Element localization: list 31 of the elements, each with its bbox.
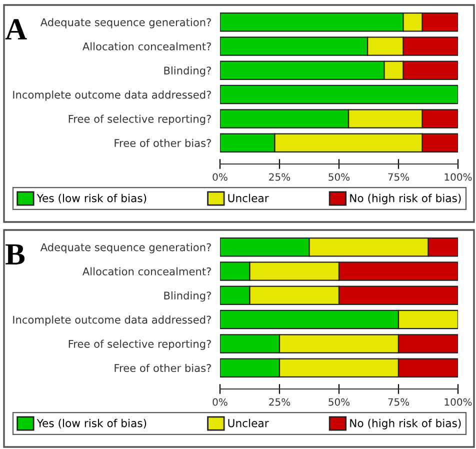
x-tick-label: 0% (212, 173, 228, 181)
y-tick-label: Blinding? (164, 66, 211, 77)
bar (220, 84, 458, 104)
legend-label: Yes (low risk of bias) (36, 418, 146, 429)
x-tick-label: 50% (328, 173, 350, 181)
x-tick-label: 75% (388, 173, 410, 181)
legend-label: Unclear (228, 418, 269, 428)
y-tick-label: Blinding? (164, 291, 211, 302)
x-tick-label: 25% (269, 398, 290, 406)
x-tick-label: 75% (388, 398, 410, 406)
y-tick-label: Adequate sequence generation? (40, 243, 211, 254)
x-tick-label: 50% (328, 398, 350, 406)
legend-label: No (high risk of bias) (350, 194, 461, 204)
y-tick-label: Allocation concealment? (82, 42, 211, 50)
y-tick-label: Free of other bias? (114, 364, 211, 372)
chart-title: A (5, 19, 27, 40)
legend-label: Unclear (228, 194, 269, 202)
x-tick-label: 25% (269, 173, 290, 181)
y-tick-label: Allocation concealment? (82, 267, 211, 276)
y-tick-label: Free of selective reporting? (68, 114, 211, 125)
x-tick-label: 100% (444, 398, 472, 406)
legend-label: Yes (low risk of bias) (36, 194, 146, 204)
y-tick-label: Incomplete outcome data addressed? (13, 90, 211, 101)
y-tick-label: Free of selective reporting? (68, 340, 211, 350)
y-tick-label: Free of other bias? (114, 138, 211, 148)
legend-label: No (high risk of bias) (350, 418, 461, 430)
y-tick-label: Adequate sequence generation? (40, 18, 211, 28)
x-tick-label: 100% (444, 173, 472, 181)
chart-title: B (6, 244, 25, 264)
y-tick-label: Incomplete outcome data addressed? (13, 316, 211, 326)
x-tick-label: 0% (212, 398, 228, 406)
